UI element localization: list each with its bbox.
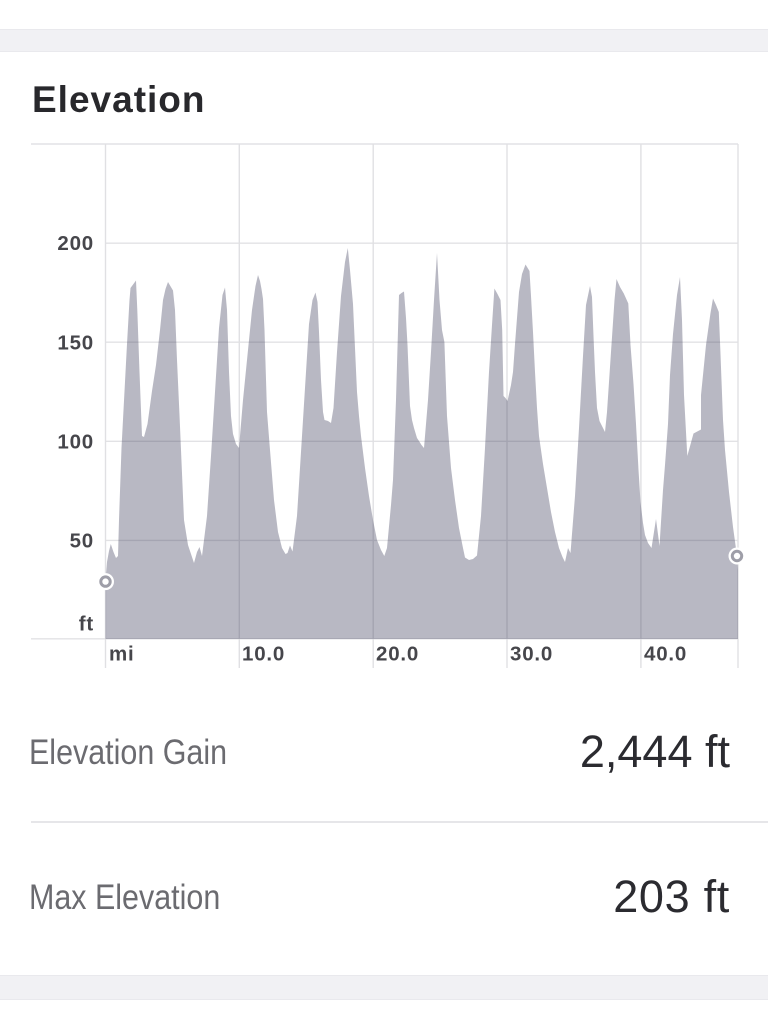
svg-text:50: 50: [70, 530, 94, 553]
svg-text:mi: mi: [109, 643, 135, 666]
svg-text:40.0: 40.0: [644, 643, 687, 666]
svg-text:150: 150: [57, 331, 94, 354]
svg-text:30.0: 30.0: [510, 643, 553, 666]
svg-text:200: 200: [57, 232, 94, 255]
svg-text:100: 100: [57, 430, 94, 453]
svg-text:10.0: 10.0: [242, 643, 285, 666]
svg-text:20.0: 20.0: [376, 643, 419, 666]
svg-text:ft: ft: [79, 613, 94, 636]
